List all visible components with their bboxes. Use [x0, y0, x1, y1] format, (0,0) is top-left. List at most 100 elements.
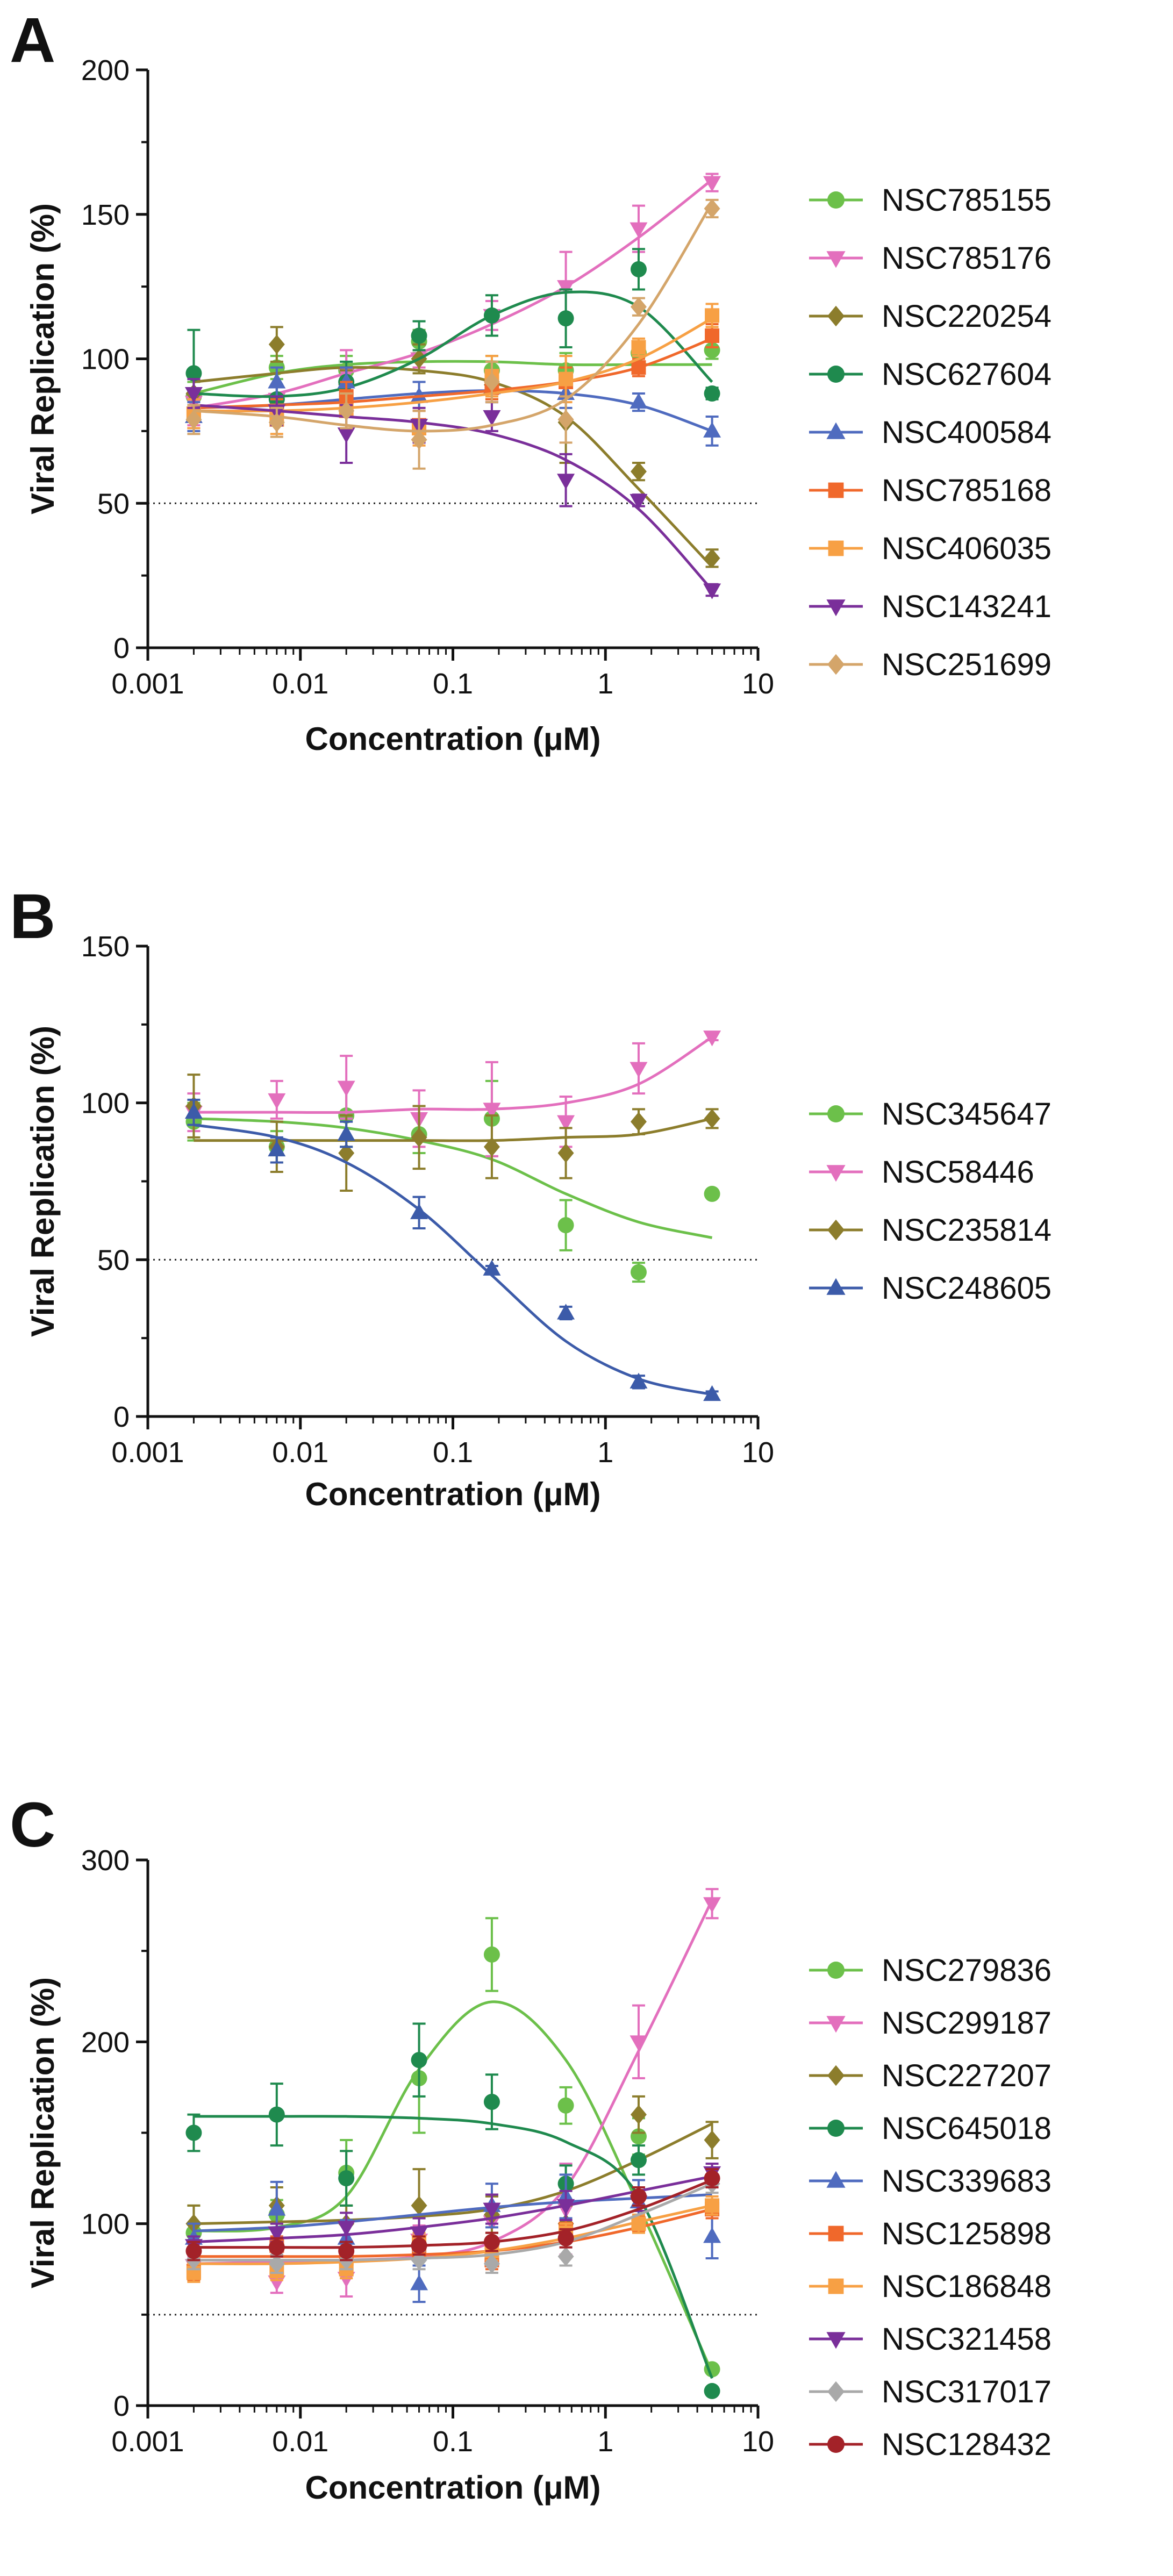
x-axis-title: Concentration (μM)	[305, 1476, 601, 1512]
data-point	[411, 327, 427, 344]
data-point	[268, 1093, 286, 1110]
data-point	[337, 373, 355, 389]
legend-marker	[827, 2120, 845, 2137]
data-point	[185, 410, 202, 430]
y-tick-label: 100	[81, 2208, 130, 2241]
legend-label: NSC339683	[882, 2164, 1052, 2199]
data-point	[630, 261, 647, 277]
data-point	[411, 2195, 427, 2215]
y-tick-label: 0	[113, 1401, 130, 1433]
series-nsc128432	[185, 2168, 720, 2262]
legend-item-nsc227207: NSC227207	[809, 2058, 1052, 2093]
series-nsc645018	[185, 2022, 720, 2399]
y-axis-title: Viral Replication (%)	[25, 1977, 61, 2288]
data-point	[703, 583, 721, 599]
legend-label: NSC785155	[882, 183, 1052, 218]
legend-label: NSC128432	[882, 2427, 1052, 2462]
series-nsc235814	[185, 1074, 720, 1192]
x-tick-label: 10	[742, 1436, 774, 1469]
legend-label: NSC125898	[882, 2216, 1052, 2251]
data-point	[483, 1137, 500, 1157]
legend-label: NSC58446	[882, 1155, 1034, 1190]
legend-label: NSC400584	[882, 415, 1052, 450]
legend-item-nsc186848: NSC186848	[809, 2269, 1052, 2304]
data-point	[185, 365, 202, 382]
y-axis-title: Viral Replication (%)	[25, 1026, 61, 1337]
data-point	[184, 1103, 203, 1119]
data-point	[483, 307, 500, 324]
data-point	[703, 2227, 721, 2243]
x-tick-label: 0.001	[111, 1436, 184, 1469]
series-nsc248605	[184, 1098, 721, 1401]
data-point	[630, 1112, 647, 1132]
data-point	[483, 2093, 500, 2110]
legend-item-nsc317017: NSC317017	[809, 2374, 1052, 2409]
data-point	[631, 2216, 646, 2231]
legend-marker	[828, 2278, 844, 2294]
legend-label: NSC406035	[882, 531, 1052, 566]
data-point	[411, 2237, 427, 2254]
legend-label: NSC299187	[882, 2006, 1052, 2041]
x-tick-label: 10	[742, 668, 774, 700]
legend-marker	[827, 1105, 845, 1122]
panel-letter: B	[10, 881, 55, 952]
legend-label: NSC235814	[882, 1213, 1052, 1248]
legend-item-nsc235814: NSC235814	[809, 1213, 1052, 1248]
legend-item-nsc251699: NSC251699	[809, 647, 1052, 682]
data-point	[630, 1264, 647, 1280]
data-point	[557, 474, 575, 490]
legend-marker	[827, 2065, 845, 2086]
legend-item-nsc627604: NSC627604	[809, 357, 1052, 392]
y-tick-label: 100	[81, 1087, 130, 1120]
legend-item-nsc279836: NSC279836	[809, 1953, 1052, 1988]
y-tick-label: 150	[81, 199, 130, 231]
y-tick-label: 0	[113, 632, 130, 664]
y-tick-label: 200	[81, 2026, 130, 2058]
data-point	[337, 2221, 355, 2237]
data-point	[704, 2170, 720, 2187]
data-point	[483, 2202, 501, 2219]
panel-a: A 0 50 100 150 200 0.001 0.01 0.1 1 10 Concentratio…	[10, 5, 1052, 757]
data-point	[705, 328, 720, 343]
data-point	[411, 2052, 427, 2069]
data-point	[559, 371, 574, 387]
fit-curve	[194, 366, 713, 568]
data-point	[338, 2170, 355, 2187]
data-point	[268, 1140, 286, 1157]
axes: 0 50 100 150 200 0.001 0.01 0.1 1 10	[81, 54, 774, 700]
data-point	[630, 1372, 648, 1389]
data-point	[268, 373, 286, 389]
data-point	[185, 2124, 202, 2141]
data-point	[410, 2274, 428, 2291]
data-point	[185, 2243, 202, 2259]
data-point	[557, 1115, 575, 1131]
x-axis-title: Concentration (μM)	[305, 721, 601, 757]
legend-label: NSC279836	[882, 1953, 1052, 1988]
data-point	[630, 222, 648, 238]
x-tick-label: 10	[742, 2425, 774, 2458]
data-point	[557, 1304, 575, 1320]
data-point	[557, 1143, 574, 1163]
data-point	[704, 199, 720, 218]
legend-label: NSC248605	[882, 1271, 1052, 1306]
data-point	[557, 2246, 574, 2266]
data-point	[268, 2226, 286, 2242]
data-point	[557, 1217, 574, 1234]
y-tick-label: 0	[113, 2390, 130, 2422]
legend-item-nsc645018: NSC645018	[809, 2111, 1052, 2146]
legend-label: NSC143241	[882, 589, 1052, 624]
legend-label: NSC627604	[882, 357, 1052, 392]
legend-item-nsc321458: NSC321458	[809, 2322, 1052, 2357]
data-point	[557, 2230, 574, 2246]
legend-item-nsc785155: NSC785155	[809, 183, 1052, 218]
data-point	[483, 1260, 501, 1276]
data-point	[184, 387, 203, 403]
y-tick-label: 150	[81, 931, 130, 963]
legend-item-nsc128432: NSC128432	[809, 2427, 1052, 2462]
data-point	[337, 1125, 355, 1141]
fit-curve	[194, 1036, 713, 1114]
data-point	[704, 1108, 720, 1128]
legend-label: NSC227207	[882, 2058, 1052, 2093]
data-point	[704, 385, 720, 402]
legend-item-nsc248605: NSC248605	[809, 1271, 1052, 1306]
